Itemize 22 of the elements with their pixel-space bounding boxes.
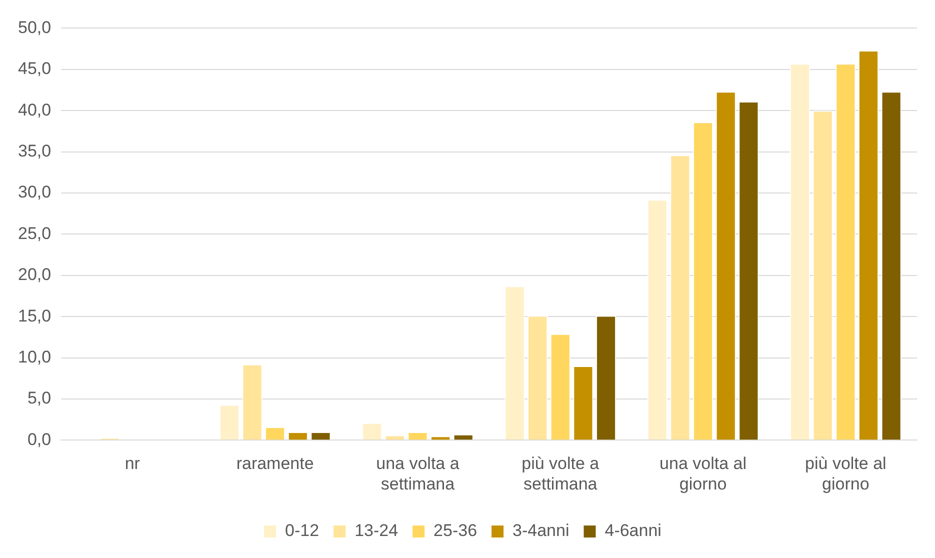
y-tick-label: 10,0	[18, 347, 52, 366]
y-tick-label: 35,0	[18, 141, 52, 160]
legend-label: 3-4anni	[512, 521, 570, 540]
x-tick-label: una volta al giorno	[660, 454, 746, 494]
legend-label: 4-6anni	[604, 521, 662, 540]
legend-label: 0-12	[285, 521, 320, 540]
x-tick-label: più volte a settimana	[522, 454, 600, 494]
y-tick-label: 45,0	[18, 59, 52, 78]
y-tick-label: 0,0	[27, 430, 52, 449]
y-tick-label: 15,0	[18, 306, 52, 326]
y-tick-label: 5,0	[27, 388, 52, 408]
x-tick-label: nr	[124, 454, 140, 474]
legend-label: 25-36	[434, 521, 478, 540]
legend-label: 13-24	[354, 521, 398, 540]
y-tick-label: 30,0	[18, 182, 52, 202]
y-tick-label: 20,0	[18, 265, 52, 284]
x-tick-label: più volte al giorno	[805, 454, 886, 494]
y-tick-label: 50,0	[18, 18, 52, 37]
x-tick-label: raramente	[236, 454, 314, 474]
y-tick-label: 40,0	[18, 100, 52, 120]
x-tick-label: una volta a settimana	[376, 454, 460, 494]
y-tick-label: 25,0	[18, 224, 52, 243]
